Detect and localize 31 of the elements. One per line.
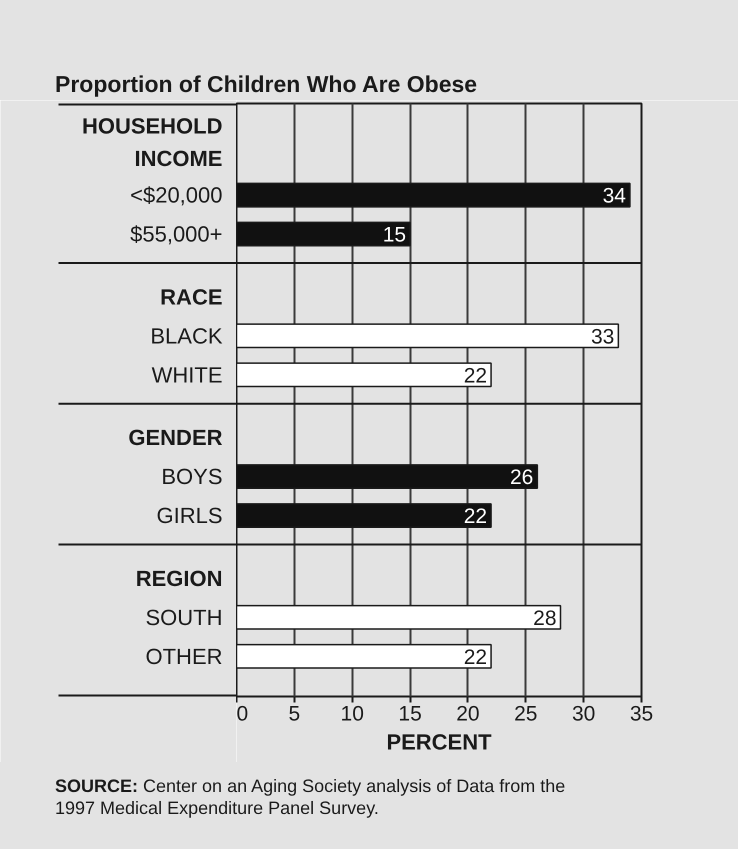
y-tick-label: <$20,000 xyxy=(130,182,223,208)
y-tick-label: SOUTH xyxy=(146,604,222,630)
x-tick-label: 15 xyxy=(398,702,422,726)
y-tick-label: BLACK xyxy=(150,323,223,348)
source-note: SOURCE: Center on an Aging Society analysis of Data from the 1997 Medical Expenditure Panel Survey. xyxy=(55,775,566,819)
y-tick-label: GIRLS xyxy=(156,503,223,528)
x-tick-label: 25 xyxy=(514,702,538,726)
data-label: 26 xyxy=(510,466,534,490)
y-tick-label: WHITE xyxy=(152,362,223,388)
x-tick-label: 35 xyxy=(630,702,654,726)
y-tick-label: BOYS xyxy=(161,464,223,490)
chart-title: Proportion of Children Who Are Obese xyxy=(55,70,478,99)
data-label: 22 xyxy=(464,505,488,528)
y-tick-label: REGION xyxy=(136,566,223,591)
y-tick-label: HOUSEHOLD INCOME xyxy=(82,114,222,172)
data-label: 22 xyxy=(464,646,488,669)
data-label: 28 xyxy=(533,606,556,630)
data-label: 15 xyxy=(382,224,406,247)
data-label: 22 xyxy=(464,364,488,388)
y-tick-label: GENDER xyxy=(128,425,223,450)
y-tick-label: OTHER xyxy=(146,644,222,669)
y-tick-label: RACE xyxy=(160,284,223,310)
x-tick-label: 10 xyxy=(340,702,364,726)
x-tick-label: 30 xyxy=(572,702,596,726)
data-label: 33 xyxy=(591,325,614,348)
x-axis-title: PERCENT xyxy=(386,730,492,754)
y-tick-label: $55,000+ xyxy=(130,222,223,247)
x-tick-label: 5 xyxy=(288,702,300,726)
data-label: 34 xyxy=(602,184,626,208)
x-tick-label: 0 xyxy=(236,702,248,726)
x-tick-label: 20 xyxy=(456,702,480,726)
